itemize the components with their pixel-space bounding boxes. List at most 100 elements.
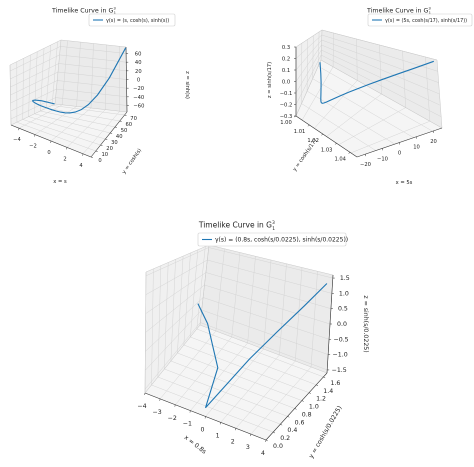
y-axis-label: y = cosh(s/17): [292, 138, 319, 172]
legend-box: [197, 232, 347, 247]
z-tick-label: 0.3: [282, 45, 290, 51]
y-tick-label: 1.2: [316, 396, 326, 403]
y-tick-label: 40: [116, 134, 123, 140]
chart-title-text: Timelike Curve in G: [198, 221, 272, 230]
legend-box: [367, 13, 473, 27]
y-tick: [273, 431, 276, 434]
x-tick-label: −4: [13, 137, 21, 143]
y-tick-label: 1.00: [280, 120, 292, 126]
pane-edge: [320, 59, 443, 129]
y-tick: [316, 384, 319, 386]
y-tick-label: 60: [125, 122, 132, 128]
x-tick-label: −3: [153, 409, 162, 416]
y-axis-line: [90, 111, 128, 158]
x-axis-label: x = 5s: [396, 180, 413, 186]
z-tick-label: 0.5: [338, 306, 348, 313]
z-tick-label: 0.0: [337, 321, 347, 328]
pane-edge: [199, 324, 328, 374]
pane-edge: [144, 324, 201, 394]
z-tick-label: −1.0: [333, 352, 348, 359]
legend-label: γ(s) = (s, cosh(s), sinh(s)): [106, 18, 169, 24]
x-tick-label: −20: [360, 162, 371, 168]
pane-back-left: [296, 30, 322, 116]
y-axis-label: y = cosh(s/0.0225): [308, 405, 344, 460]
title-subscript: 1: [272, 226, 275, 232]
z-tick-label: −0.3: [280, 114, 293, 120]
y-tick: [100, 144, 103, 146]
x-tick-label: 10: [413, 145, 420, 151]
x-tick-label: 4: [79, 163, 83, 169]
z-tick-label: −1.5: [332, 367, 347, 374]
y-tick: [294, 408, 297, 410]
chart-title: Timelike Curve in G3 1: [51, 5, 117, 15]
y-tick-label: 1.4: [323, 388, 333, 395]
z-tick-label: 20: [135, 69, 142, 75]
y-tick-label: 20: [106, 146, 113, 152]
x-tick-label: 0: [47, 150, 50, 156]
z-axis-label: z = sinh(s/0.0225): [362, 295, 369, 352]
x-tick-label: 1: [216, 432, 220, 439]
z-tick-label: −20: [133, 86, 144, 92]
chart-title-text: Timelike Curve in G: [366, 7, 429, 14]
y-tick-label: 30: [111, 140, 118, 146]
y-tick: [119, 120, 122, 122]
y-tick-label: 1.6: [330, 380, 340, 387]
x-tick-label: 2: [63, 156, 66, 162]
pane-edge: [208, 244, 334, 276]
y-tick-label: 0.6: [295, 419, 305, 426]
x-tick-label: 2: [231, 438, 235, 445]
x-tick-label: 0: [201, 427, 205, 434]
legend-box: [88, 13, 176, 27]
pane-edge: [321, 29, 438, 61]
y-tick-label: 1.01: [294, 129, 306, 135]
y-tick-label: 10: [101, 152, 108, 158]
y-tick: [334, 143, 337, 145]
pane-back-right: [200, 245, 333, 373]
legend-label: γ(s) = (0.8s, cosh(s/0.0225), sinh(s/0.0…: [215, 236, 348, 243]
pane-edge: [320, 29, 323, 61]
z-tick-label: 0: [137, 78, 140, 84]
pane-edge: [9, 39, 62, 66]
z-tick-label: 40: [135, 60, 142, 66]
z-tick-label: 0.2: [282, 57, 290, 63]
y-tick-label: 70: [130, 116, 137, 122]
legend-label: γ(s) = (5s, cosh(s/17), sinh(s/17)): [385, 18, 467, 24]
y-axis-line: [265, 372, 328, 441]
pane-back-right: [321, 30, 442, 128]
chart-2: −20 −10 0 10 20 x = 5s 1.001.011.021.031.04 y =…: [267, 5, 473, 186]
x-tick-label: 3: [246, 444, 250, 451]
y-tick-label: 50: [121, 128, 128, 134]
z-tick-label: 0.0: [282, 80, 290, 86]
y-tick-label: 0.4: [287, 427, 297, 434]
chart-title: Timelike Curve in G3 1: [366, 5, 432, 15]
x-tick-label: 4: [261, 450, 265, 457]
y-tick: [90, 156, 93, 158]
z-tick-label: 60: [135, 52, 142, 58]
z-tick-label: −60: [133, 104, 144, 110]
x-tick-label: 0: [398, 151, 401, 157]
x-tick-label: −2: [29, 144, 37, 150]
z-tick-label: −40: [133, 95, 144, 101]
title-subscript: 1: [114, 10, 117, 15]
z-axis-label: z = sinh(s/17): [267, 62, 273, 98]
series-line: [32, 47, 127, 114]
x-axis-label: x = 0.8s: [183, 434, 208, 456]
y-tick: [280, 424, 283, 426]
pane-floor: [145, 325, 327, 440]
y-tick: [307, 124, 310, 127]
y-axis-line: [295, 115, 358, 158]
x-tick-label: −10: [377, 156, 388, 162]
y-axis-label: y = cosh(s): [121, 148, 143, 176]
pane-edge: [295, 29, 323, 48]
y-tick: [95, 150, 98, 152]
chart-title: Timelike Curve in G3 1: [198, 220, 275, 232]
y-tick: [110, 132, 113, 134]
pane-edge: [145, 244, 210, 273]
y-tick: [114, 126, 117, 128]
y-tick: [321, 134, 324, 136]
y-tick-label: 0.8: [302, 411, 312, 418]
x-tick-label: −1: [183, 421, 192, 428]
y-tick-label: 1.02: [307, 138, 319, 144]
y-tick-label: 0: [98, 158, 101, 164]
